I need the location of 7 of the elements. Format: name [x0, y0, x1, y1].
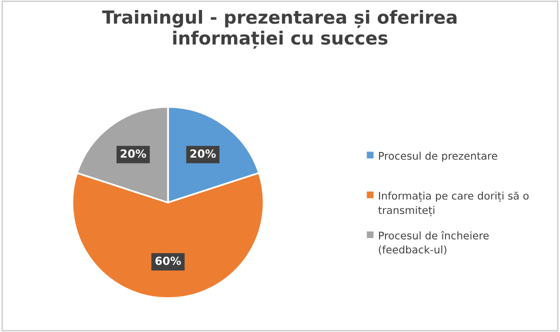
legend-label: Informația pe care doriți să o transmiteți	[378, 192, 529, 216]
data-label: 60%	[155, 256, 181, 266]
chart-title: Trainingul - prezentarea și oferirea informației cu succes	[102, 10, 456, 49]
data-label: 20%	[120, 149, 146, 158]
legend-label: Procesul de prezentare	[379, 152, 498, 162]
legend-label: Procesul de încheiere (feedback-ul)	[378, 230, 489, 255]
data-label: 20%	[190, 149, 216, 158]
